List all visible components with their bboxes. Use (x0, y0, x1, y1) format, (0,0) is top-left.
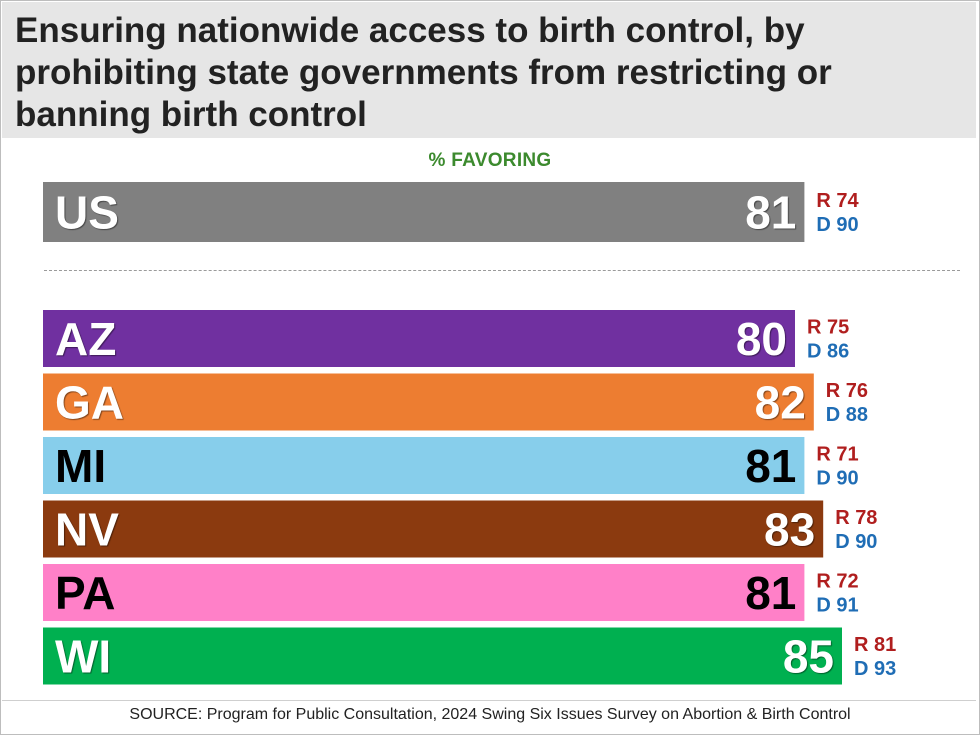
category-label-pa: PA (55, 567, 116, 619)
category-label-nv: NV (55, 504, 119, 556)
value-label-ga: 82 (755, 377, 806, 429)
republican-label-ga: R 76 (826, 380, 868, 402)
footer-rule (2, 700, 976, 701)
republican-label-pa: R 72 (816, 571, 858, 593)
bar-mi (43, 437, 805, 494)
bar-az (43, 310, 795, 367)
value-label-us: 81 (745, 187, 796, 239)
category-label-us: US (55, 187, 119, 239)
democrat-label-us: D 90 (816, 214, 858, 236)
chart-subtitle: % FAVORING (428, 150, 552, 171)
value-label-mi: 81 (745, 440, 796, 492)
bar-nv (43, 500, 824, 558)
bar-us (43, 182, 805, 242)
democrat-label-ga: D 88 (826, 404, 868, 426)
democrat-label-wi: D 93 (854, 658, 896, 680)
title-band: Ensuring nationwide access to birth cont… (2, 2, 976, 138)
democrat-label-nv: D 90 (835, 531, 877, 553)
category-label-mi: MI (55, 440, 106, 492)
bar-wi (43, 627, 842, 685)
democrat-label-az: D 86 (807, 341, 849, 363)
section-divider (44, 270, 960, 271)
democrat-label-pa: D 91 (816, 595, 858, 617)
republican-label-mi: R 71 (816, 444, 858, 466)
republican-label-wi: R 81 (854, 634, 896, 656)
chart-title: Ensuring nationwide access to birth cont… (15, 11, 832, 134)
bar-pa (43, 564, 805, 621)
republican-label-nv: R 78 (835, 507, 877, 529)
republican-label-az: R 75 (807, 317, 849, 339)
source-note: SOURCE: Program for Public Consultation,… (129, 706, 851, 723)
category-label-az: AZ (55, 313, 116, 365)
value-label-wi: 85 (783, 631, 834, 683)
value-label-pa: 81 (745, 567, 796, 619)
bar-ga (43, 373, 814, 431)
value-label-az: 80 (736, 313, 787, 365)
category-label-wi: WI (55, 631, 111, 683)
republican-label-us: R 74 (816, 190, 859, 212)
value-label-nv: 83 (764, 504, 815, 556)
democrat-label-mi: D 90 (816, 468, 858, 490)
category-label-ga: GA (55, 377, 124, 429)
